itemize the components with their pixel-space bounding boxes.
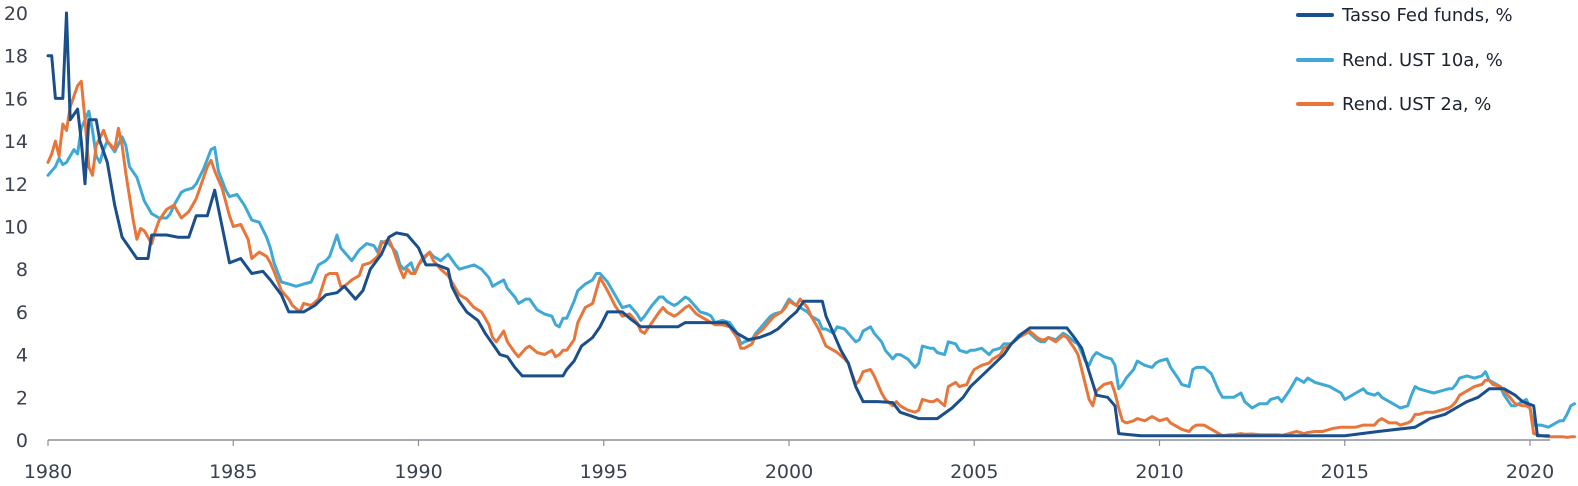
y-tick-label: 10: [4, 217, 28, 239]
y-tick-label: 18: [4, 46, 28, 68]
x-tick-label: 2000: [765, 461, 813, 483]
y-tick-label: 16: [4, 88, 28, 110]
legend-label: Rend. UST 10a, %: [1342, 50, 1503, 71]
x-tick-label: 2010: [1135, 461, 1183, 483]
y-tick-label: 0: [16, 430, 28, 452]
y-tick-label: 12: [4, 174, 28, 196]
y-tick-label: 20: [4, 3, 28, 25]
legend-label: Rend. UST 2a, %: [1342, 94, 1491, 115]
legend: Tasso Fed funds, % Rend. UST 10a, % Rend. …: [1296, 5, 1513, 115]
x-tick-label: 1995: [580, 461, 628, 483]
y-tick-label: 6: [16, 302, 28, 324]
y-tick-label: 8: [16, 259, 28, 281]
x-axis-ticks: 1980 1985 1990 1995 2000 2005 2010 2015 2020: [24, 440, 1554, 483]
x-tick-label: 1980: [24, 461, 72, 483]
x-tick-label: 2020: [1506, 461, 1554, 483]
y-tick-label: 2: [16, 387, 28, 409]
y-tick-label: 14: [4, 131, 28, 153]
series-line-fed-funds: [46, 11, 1550, 438]
x-tick-label: 1990: [394, 461, 442, 483]
x-tick-label: 1985: [209, 461, 257, 483]
legend-label: Tasso Fed funds, %: [1341, 5, 1513, 26]
x-tick-label: 2015: [1321, 461, 1369, 483]
series-layer: [46, 11, 1576, 439]
series-line-ust-2y: [46, 79, 1576, 439]
y-axis-ticks: 0 2 4 6 8 10 12 14 16 18 20: [4, 3, 28, 452]
series-line-ust-10y: [46, 109, 1576, 429]
y-tick-label: 4: [16, 345, 28, 367]
x-tick-label: 2005: [950, 461, 998, 483]
